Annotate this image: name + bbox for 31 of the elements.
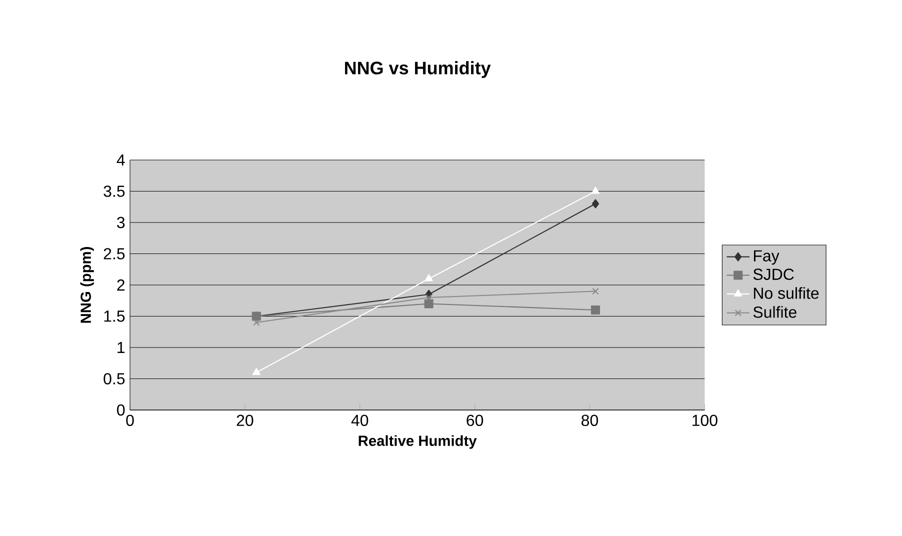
x-axis-title: Realtive Humidty bbox=[358, 435, 477, 449]
y-tick-label: 2 bbox=[117, 279, 124, 291]
x-tick-label: 100 bbox=[692, 414, 718, 426]
y-tick-label: 1 bbox=[118, 342, 125, 354]
point bbox=[425, 294, 432, 301]
y-tick-label: 1.5 bbox=[104, 310, 125, 322]
point bbox=[424, 274, 433, 282]
y-tick-label: 2.5 bbox=[104, 248, 125, 260]
y-tick-label: 0.5 bbox=[104, 373, 125, 384]
point bbox=[592, 199, 600, 208]
x-tick-label: 80 bbox=[582, 414, 598, 426]
legend-label: SJDC bbox=[753, 268, 794, 280]
x-tick-label: 40 bbox=[351, 414, 368, 426]
legend-label: No sulfite bbox=[754, 287, 819, 299]
y-tick-label: 0 bbox=[117, 404, 125, 416]
x-tick-label: 20 bbox=[236, 414, 254, 426]
legend-label: Fay bbox=[754, 250, 780, 265]
point bbox=[590, 305, 600, 315]
point bbox=[592, 288, 599, 295]
point bbox=[252, 368, 260, 376]
chart-title: NNG vs Humidity bbox=[345, 61, 491, 78]
y-tick-label: 3.5 bbox=[104, 186, 125, 197]
point bbox=[424, 299, 434, 308]
x-tick-label: 0 bbox=[126, 414, 134, 426]
point bbox=[253, 319, 260, 326]
y-axis-title: NNG (ppm) bbox=[80, 247, 94, 323]
y-tick-label: 4 bbox=[116, 154, 125, 166]
y-tick-label: 3 bbox=[117, 216, 125, 228]
legend-label: Sulfite bbox=[753, 306, 796, 318]
x-tick-label: 60 bbox=[466, 414, 484, 426]
point bbox=[591, 186, 600, 194]
